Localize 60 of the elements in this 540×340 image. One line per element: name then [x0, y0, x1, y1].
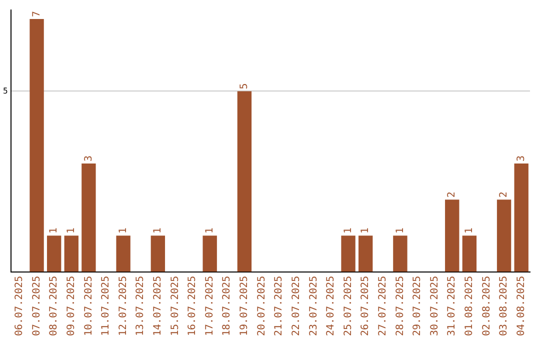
- x-tick-label: 25.07.2025: [342, 276, 354, 336]
- bar: [341, 236, 356, 272]
- data-label: 5: [239, 83, 250, 90]
- bar: [64, 236, 78, 272]
- x-tick-label: 16.07.2025: [187, 276, 198, 336]
- x-tick-label: 31.07.2025: [446, 276, 458, 336]
- x-tick-label: 23.07.2025: [308, 276, 320, 336]
- data-label: 1: [66, 228, 77, 234]
- bar: [150, 236, 166, 272]
- x-tick-label: 02.08.2025: [481, 276, 492, 336]
- bar: [82, 163, 96, 272]
- data-label: 1: [464, 228, 476, 234]
- x-tick-label: 27.07.2025: [377, 276, 388, 336]
- x-tick-label: 09.07.2025: [66, 276, 77, 336]
- x-tick-label: 18.07.2025: [222, 276, 233, 336]
- data-label: 2: [498, 192, 510, 198]
- x-tick-label: 20.07.2025: [256, 276, 268, 336]
- data-label: 1: [204, 228, 216, 234]
- bar: [445, 200, 460, 272]
- x-tick-label: 19.07.2025: [239, 276, 250, 336]
- data-label: 3: [83, 155, 94, 162]
- data-label: 1: [152, 228, 164, 234]
- x-tick-label: 13.07.2025: [135, 276, 146, 336]
- x-tick-label: 28.07.2025: [394, 276, 406, 336]
- bar: [116, 236, 130, 272]
- bar: [514, 163, 528, 272]
- bar: [30, 19, 44, 272]
- bar: [358, 236, 373, 272]
- x-tick-label: 30.07.2025: [429, 276, 440, 336]
- bar: [202, 236, 217, 272]
- x-tick-label: 12.07.2025: [118, 276, 129, 336]
- x-tick-label: 03.08.2025: [498, 276, 510, 336]
- data-label: 1: [118, 228, 129, 234]
- bar: [46, 236, 62, 272]
- data-label: 2: [446, 192, 458, 198]
- x-tick-label: 08.07.2025: [48, 276, 60, 336]
- x-tick-label: 07.07.2025: [31, 276, 42, 336]
- bar: [496, 200, 512, 272]
- x-tick-label: 01.08.2025: [464, 276, 476, 336]
- bar: [237, 91, 252, 272]
- data-label: 1: [342, 228, 354, 234]
- x-tick-label: 14.07.2025: [152, 276, 164, 336]
- x-tick-label: 17.07.2025: [204, 276, 216, 336]
- x-tick-label: 29.07.2025: [412, 276, 424, 336]
- x-tick-label: 24.07.2025: [326, 276, 337, 336]
- data-label: 3: [516, 155, 527, 162]
- x-tick-label: 11.07.2025: [100, 276, 112, 336]
- data-label: 1: [360, 228, 372, 234]
- x-tick-label: 10.07.2025: [83, 276, 94, 336]
- data-label: 7: [31, 10, 42, 18]
- x-tick-label: 21.07.2025: [274, 276, 285, 336]
- data-label: 1: [394, 228, 406, 234]
- x-tick-label: 04.08.2025: [516, 276, 527, 336]
- x-tick-label: 22.07.2025: [290, 276, 302, 336]
- x-tick-label: 26.07.2025: [360, 276, 372, 336]
- bar: [462, 236, 477, 272]
- x-tick-label: 15.07.2025: [170, 276, 181, 336]
- data-label: 1: [48, 228, 60, 234]
- x-tick-label: 06.07.2025: [14, 276, 26, 336]
- bar: [393, 236, 408, 272]
